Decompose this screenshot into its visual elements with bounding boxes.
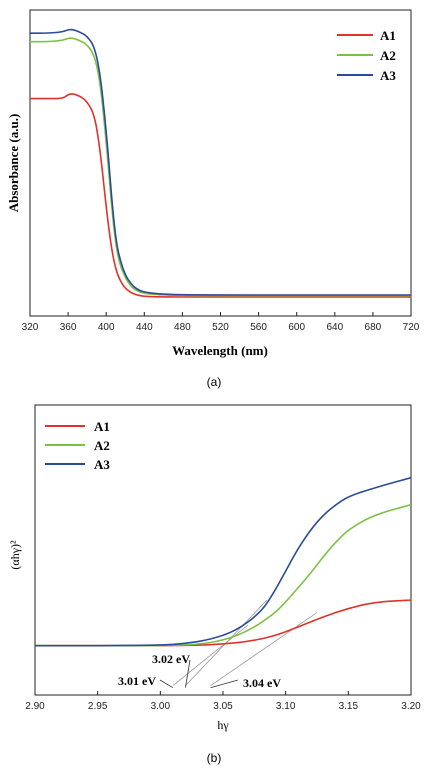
legend-label-a2: A2 xyxy=(380,48,396,63)
x-axis-label-a: Wavelength (nm) xyxy=(172,343,268,358)
x-tick-label-b-4: 3.10 xyxy=(276,701,296,712)
annotation-3-02: 3.02 eV xyxy=(152,652,190,666)
x-tick-label-b-3: 3.05 xyxy=(213,701,233,712)
series-line-b-a3 xyxy=(35,476,412,647)
series-line-b-a2 xyxy=(35,503,412,647)
legend-label-b2: A2 xyxy=(94,438,110,453)
chart-b: 2.90 2.95 3.00 3.05 3.10 3.15 3.20 A1 A2 A3 3.… xyxy=(8,404,421,765)
x-tick-label-a-0: 320 xyxy=(22,322,39,333)
x-tick-label-a-8: 640 xyxy=(326,322,343,333)
x-tick-label-a-2: 400 xyxy=(98,322,115,333)
annotation-3-01: 3.01 eV xyxy=(118,674,156,688)
legend-label-b1: A1 xyxy=(94,419,110,434)
y-axis-label-a: Absorbance (a.u.) xyxy=(6,114,21,213)
x-tick-label-b-2: 3.00 xyxy=(151,701,171,712)
x-axis-label-b: hγ xyxy=(217,718,229,732)
x-ticks-b: 2.90 2.95 3.00 3.05 3.10 3.15 3.20 xyxy=(25,691,421,712)
x-tick-label-b-0: 2.90 xyxy=(25,701,45,712)
x-tick-label-a-3: 440 xyxy=(136,322,153,333)
chart-a: 320 360 400 440 480 520 560 600 640 680 720 A1 A2 … xyxy=(6,9,420,389)
series-line-b-a1 xyxy=(35,599,412,647)
y-axis-label-b: (αhγ)² xyxy=(8,540,22,570)
x-tick-label-b-6: 3.20 xyxy=(401,701,421,712)
annotation-pointer-1 xyxy=(159,679,174,689)
series-line-a-a3 xyxy=(30,28,412,296)
annotation-pointer-0 xyxy=(185,659,191,688)
x-tick-label-a-5: 520 xyxy=(212,322,229,333)
x-tick-label-b-1: 2.95 xyxy=(88,701,108,712)
series-lines-b xyxy=(35,476,412,647)
x-tick-label-a-9: 680 xyxy=(365,322,382,333)
x-tick-label-a-6: 560 xyxy=(250,322,267,333)
legend-label-a1: A1 xyxy=(380,28,396,43)
annotation-3-04: 3.04 eV xyxy=(243,676,281,690)
tangent-line-2 xyxy=(210,612,318,687)
legend-b: A1 A2 A3 xyxy=(45,419,110,472)
panel-label-b: (b) xyxy=(207,751,222,765)
legend-label-a3: A3 xyxy=(380,68,396,83)
series-lines-a xyxy=(29,28,412,298)
series-line-a-a2 xyxy=(29,37,412,297)
plot-area-b xyxy=(34,404,412,696)
x-tick-label-a-4: 480 xyxy=(174,322,191,333)
legend-label-b3: A3 xyxy=(94,457,110,472)
x-tick-label-a-1: 360 xyxy=(60,322,77,333)
legend-a: A1 A2 A3 xyxy=(337,28,396,83)
x-ticks-a: 320 360 400 440 480 520 560 600 640 680 720 xyxy=(22,312,420,333)
x-tick-label-b-5: 3.15 xyxy=(339,701,359,712)
series-line-a-a1 xyxy=(30,93,412,298)
x-tick-label-a-7: 600 xyxy=(288,322,305,333)
panel-label-a: (a) xyxy=(207,375,222,389)
x-tick-label-a-10: 720 xyxy=(403,322,420,333)
annotation-pointer-2 xyxy=(210,679,239,689)
